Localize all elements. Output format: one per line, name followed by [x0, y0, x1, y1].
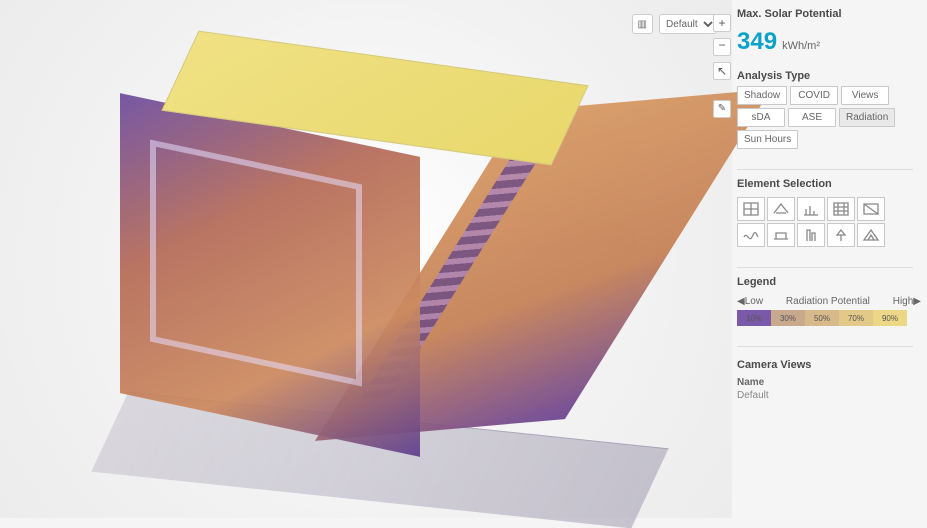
analysis-type-sun-hours[interactable]: Sun Hours [737, 130, 798, 149]
element-roof-button[interactable] [767, 197, 795, 221]
camera-view-name[interactable]: Default [737, 390, 921, 401]
legend-low-arrow-icon: ◀ [737, 296, 745, 307]
pointer-tool-button[interactable]: ↖ [713, 62, 731, 80]
legend-gradient-bar: 10%30%50%70%90% [737, 310, 907, 326]
analysis-type-title: Analysis Type [737, 70, 921, 82]
viewport-3d[interactable] [0, 0, 732, 518]
legend-stop: 50% [805, 310, 839, 326]
split-view-icon[interactable]: ▥ [632, 14, 653, 34]
analysis-type-sda[interactable]: sDA [737, 108, 785, 127]
legend-low-label: Low [745, 296, 763, 307]
camera-views-title: Camera Views [737, 359, 921, 371]
building-model [40, 30, 660, 500]
analysis-type-ase[interactable]: ASE [788, 108, 836, 127]
divider [737, 169, 913, 170]
camera-name-label: Name [737, 377, 764, 388]
analysis-type-shadow[interactable]: Shadow [737, 86, 787, 105]
legend-stop: 70% [839, 310, 873, 326]
analysis-type-radiation[interactable]: Radiation [839, 108, 895, 127]
legend-stop: 30% [771, 310, 805, 326]
element-pyramid-button[interactable] [857, 223, 885, 247]
element-tree-button[interactable] [827, 223, 855, 247]
element-column-button[interactable] [797, 223, 825, 247]
zoom-out-button[interactable]: − [713, 38, 731, 56]
element-chart-button[interactable] [797, 197, 825, 221]
legend-mid-label: Radiation Potential [763, 296, 893, 307]
legend-labels-row: ◀ Low Radiation Potential High ▶ [737, 296, 921, 307]
kpi-unit: kWh/m² [782, 40, 820, 52]
kpi-row: 349 kWh/m² [737, 28, 921, 56]
element-wave-button[interactable] [737, 223, 765, 247]
element-selection-grid [737, 197, 897, 247]
element-grid-button[interactable] [827, 197, 855, 221]
element-selection-title: Element Selection [737, 178, 921, 190]
camera-views-section: Camera Views Name Default [737, 359, 921, 401]
legend-high-arrow-icon: ▶ [913, 296, 921, 307]
top-viewport-controls: ▥ Default [632, 14, 717, 34]
divider [737, 267, 913, 268]
analysis-type-views[interactable]: Views [841, 86, 889, 105]
analysis-type-covid[interactable]: COVID [790, 86, 838, 105]
zoom-in-button[interactable]: + [713, 14, 731, 32]
view-preset-select[interactable]: Default [659, 14, 717, 34]
legend-title: Legend [737, 276, 921, 288]
element-panel-button[interactable] [857, 197, 885, 221]
legend-stop: 90% [873, 310, 907, 326]
kpi-title: Max. Solar Potential [737, 8, 921, 20]
viewport-tool-column: + − ↖ ✎ [713, 14, 731, 118]
legend-stop: 10% [737, 310, 771, 326]
right-panel: Max. Solar Potential 349 kWh/m² Analysis… [737, 8, 921, 401]
kpi-value: 349 [737, 28, 777, 55]
edit-tool-button[interactable]: ✎ [713, 100, 731, 118]
element-window-button[interactable] [737, 197, 765, 221]
legend-high-label: High [893, 296, 914, 307]
element-floor-button[interactable] [767, 223, 795, 247]
divider [737, 346, 913, 347]
analysis-type-grid: ShadowCOVIDViews sDAASERadiation Sun Hours [737, 86, 921, 149]
